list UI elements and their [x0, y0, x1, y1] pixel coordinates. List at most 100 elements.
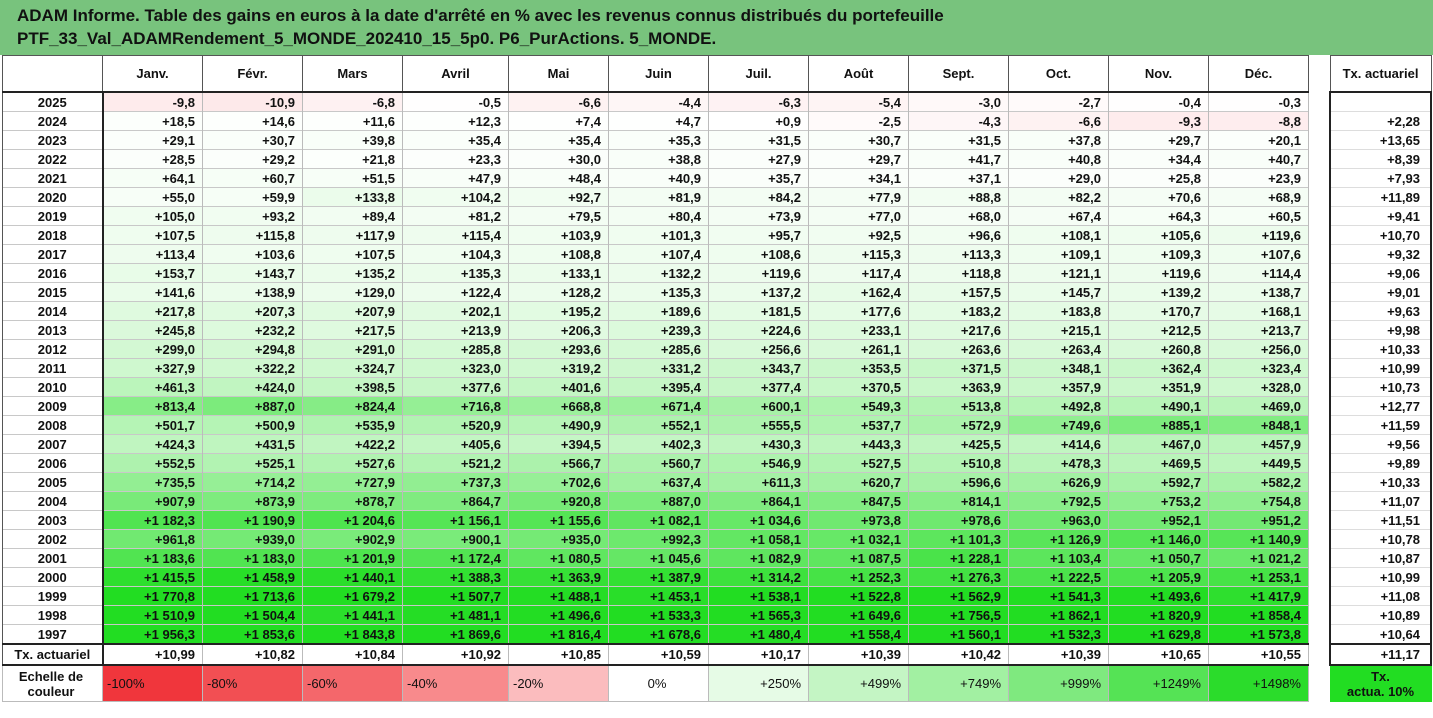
gain-cell: +64,3: [1108, 206, 1209, 226]
gain-cell: +23,9: [1208, 168, 1309, 188]
table-row: 2020 +55,0 +59,9 +133,8 +104,2 +92,7 +81,9 +84,…: [2, 187, 1309, 207]
table-row: 2003 +1 182,3 +1 190,9 +1 204,6 +1 156,1 +1 1…: [2, 510, 1309, 530]
table-row: 2013 +245,8 +232,2 +217,5 +213,9 +206,3 +239,3…: [2, 320, 1309, 340]
gain-cell: +357,9: [1008, 377, 1109, 397]
gain-cell: +1 058,1: [708, 529, 809, 549]
color-scale-swatch: 0%: [608, 664, 709, 702]
actuarial-summary-cell: +10,82: [202, 643, 303, 666]
gain-cell: +109,1: [1008, 244, 1109, 264]
actuarial-header-row: Tx. actuariel: [1329, 55, 1432, 93]
month-header: Avril: [402, 55, 509, 93]
color-scale-label-line-2: couleur: [27, 683, 75, 699]
gain-cell: +1 032,1: [808, 529, 909, 549]
gain-cell: +135,3: [402, 263, 509, 283]
gain-cell: +48,4: [508, 168, 609, 188]
gain-cell: +1 155,6: [508, 510, 609, 530]
gain-cell: +60,7: [202, 168, 303, 188]
gain-cell: +29,7: [808, 149, 909, 169]
gain-cell: +37,1: [908, 168, 1009, 188]
gain-cell: +1 488,1: [508, 586, 609, 606]
gain-cell: +353,5: [808, 358, 909, 378]
gain-cell: +18,5: [102, 111, 203, 131]
year-cell: 2017: [2, 244, 104, 264]
gain-cell: +501,7: [102, 415, 203, 435]
color-scale-row: Echelle de couleur -100% -80% -60% -40% -20% 0%…: [2, 664, 1309, 702]
actuarial-summary-row: Tx. actuariel +10,99 +10,82 +10,84 +10,92 +10…: [2, 643, 1309, 666]
gain-cell: +716,8: [402, 396, 509, 416]
actuarial-rate-cell: [1329, 91, 1432, 112]
gain-cell: +177,6: [808, 301, 909, 321]
gain-cell: +29,1: [102, 130, 203, 150]
gain-cell: +422,2: [302, 434, 403, 454]
gain-cell: +224,6: [708, 320, 809, 340]
gain-cell: +552,5: [102, 453, 203, 473]
gain-cell: +1 082,1: [608, 510, 709, 530]
table-row: 2025 -9,8 -10,9 -6,8 -0,5 -6,6 -4,4 -6,3 -5,4 -3,…: [2, 91, 1309, 112]
gain-cell: +1 678,6: [608, 624, 709, 644]
gain-cell: +1 510,9: [102, 605, 203, 625]
gain-cell: +105,0: [102, 206, 203, 226]
actuarial-summary-cell: +10,65: [1108, 643, 1209, 666]
gain-cell: +552,1: [608, 415, 709, 435]
actuarial-summary-cell: +10,39: [808, 643, 909, 666]
gain-cell: +1 253,1: [1208, 567, 1309, 587]
gain-cell: +35,7: [708, 168, 809, 188]
actuarial-row: +9,41: [1329, 206, 1432, 226]
color-scale-swatch: +1498%: [1208, 664, 1309, 702]
gain-cell: +67,4: [1008, 206, 1109, 226]
actuarial-summary-cell: +10,39: [1008, 643, 1109, 666]
month-header: Nov.: [1108, 55, 1209, 93]
table-row: 2019 +105,0 +93,2 +89,4 +81,2 +79,5 +80,4 +73,9…: [2, 206, 1309, 226]
month-header: Oct.: [1008, 55, 1109, 93]
gain-cell: +77,0: [808, 206, 909, 226]
actuarial-summary-cell: +10,55: [1208, 643, 1309, 666]
gain-cell: +1 276,3: [908, 567, 1009, 587]
gain-cell: +21,8: [302, 149, 403, 169]
gain-cell: +30,7: [808, 130, 909, 150]
gain-cell: +1 417,9: [1208, 586, 1309, 606]
gain-cell: +12,3: [402, 111, 509, 131]
gain-cell: +29,2: [202, 149, 303, 169]
gain-cell: +1 496,6: [508, 605, 609, 625]
actuarial-row: +2,28: [1329, 111, 1432, 131]
actuarial-row: +9,06: [1329, 263, 1432, 283]
gain-cell: +31,5: [908, 130, 1009, 150]
gain-cell: +39,8: [302, 130, 403, 150]
gain-cell: +84,2: [708, 187, 809, 207]
gain-cell: -4,3: [908, 111, 1009, 131]
month-header: Août: [808, 55, 909, 93]
gain-cell: +107,5: [302, 244, 403, 264]
gain-cell: +702,6: [508, 472, 609, 492]
gain-cell: +1 082,9: [708, 548, 809, 568]
gain-cell: +1 087,5: [808, 548, 909, 568]
gain-cell: +1 862,1: [1008, 605, 1109, 625]
gain-cell: +104,3: [402, 244, 509, 264]
gain-cell: +0,9: [708, 111, 809, 131]
gain-cell: +51,5: [302, 168, 403, 188]
actuarial-rate-cell: +9,41: [1329, 206, 1432, 226]
gain-cell: +424,0: [202, 377, 303, 397]
actuarial-row: +11,59: [1329, 415, 1432, 435]
table-row: 2000 +1 415,5 +1 458,9 +1 440,1 +1 388,3 +1 3…: [2, 567, 1309, 587]
actuarial-row: +10,89: [1329, 605, 1432, 625]
actuarial-row: +10,33: [1329, 339, 1432, 359]
gain-cell: +113,3: [908, 244, 1009, 264]
gain-cell: +135,3: [608, 282, 709, 302]
gain-cell: +992,3: [608, 529, 709, 549]
color-scale-swatch: +999%: [1008, 664, 1109, 702]
gain-cell: +1 314,2: [708, 567, 809, 587]
gain-cell: +1 853,6: [202, 624, 303, 644]
gain-cell: +1 205,9: [1108, 567, 1209, 587]
gain-cell: +168,1: [1208, 301, 1309, 321]
gain-cell: +68,9: [1208, 187, 1309, 207]
gain-cell: +1 532,3: [1008, 624, 1109, 644]
gain-cell: +1 522,8: [808, 586, 909, 606]
actuarial-row: [1329, 91, 1432, 112]
table-row: 2014 +217,8 +207,3 +207,9 +202,1 +195,2 +189,6…: [2, 301, 1309, 321]
gain-cell: +145,7: [1008, 282, 1109, 302]
gain-cell: +207,9: [302, 301, 403, 321]
actuarial-rate-cell: +10,73: [1329, 377, 1432, 397]
gain-cell: +1 480,4: [708, 624, 809, 644]
actuarial-row: +10,78: [1329, 529, 1432, 549]
gain-cell: +1 172,4: [402, 548, 509, 568]
